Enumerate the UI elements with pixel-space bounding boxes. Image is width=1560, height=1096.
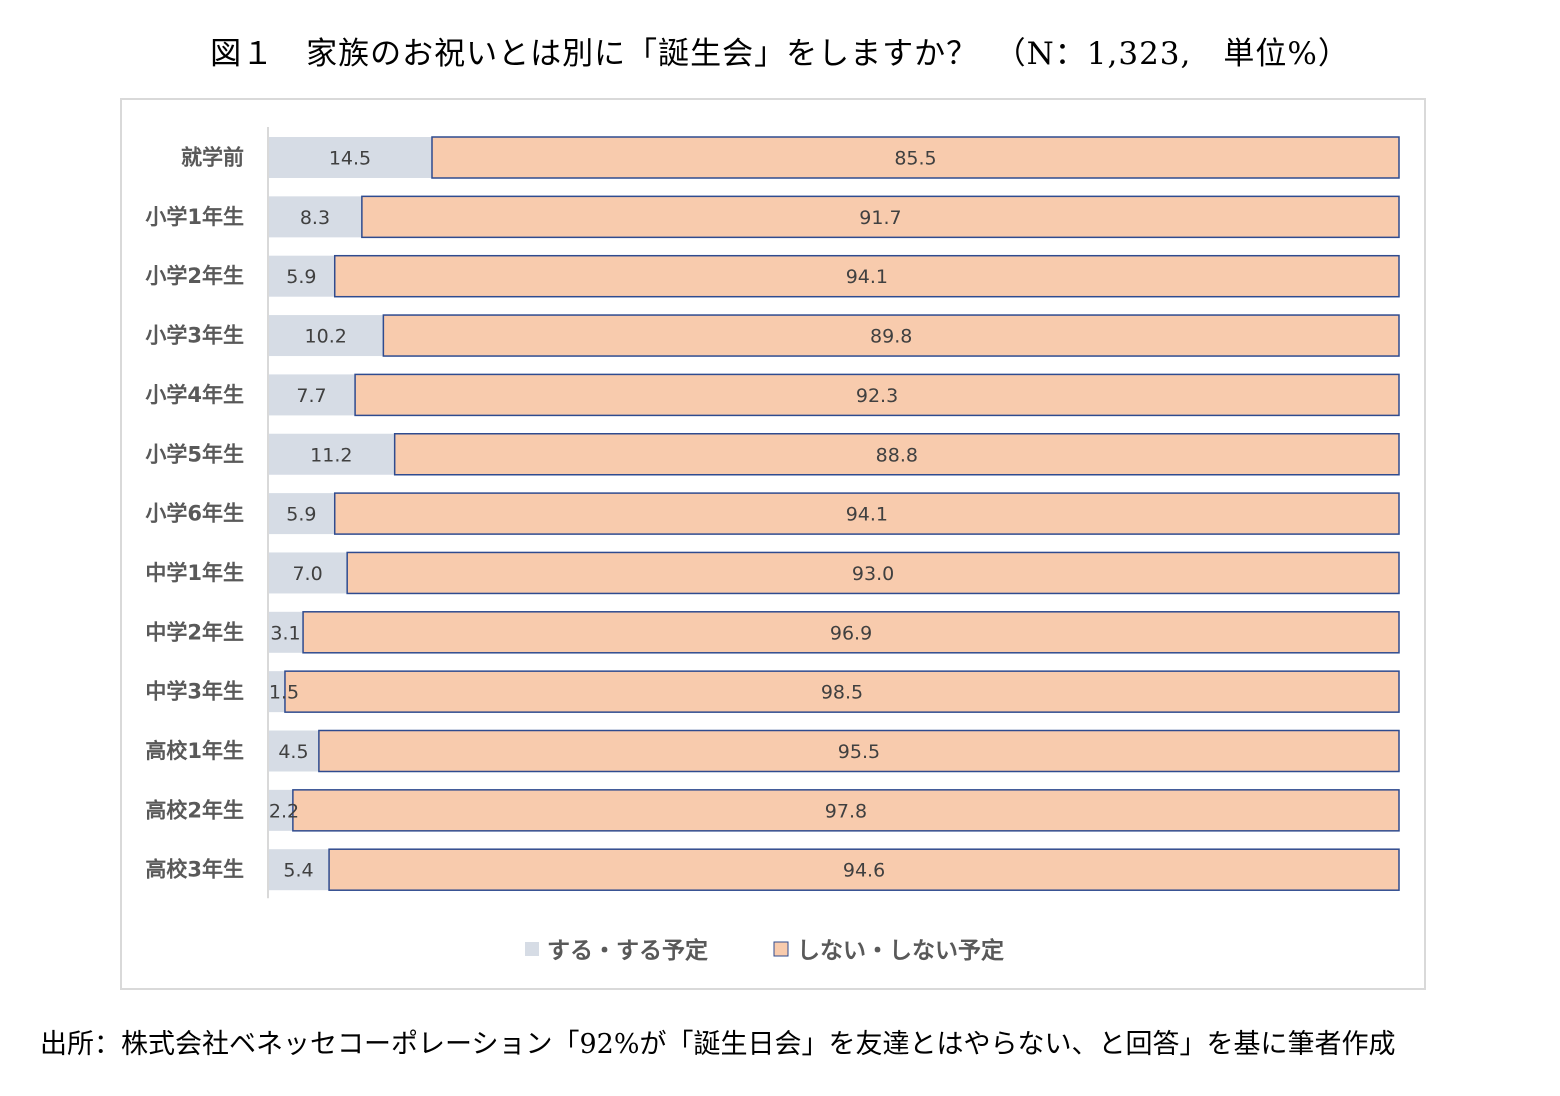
bar-segment-yes — [268, 493, 335, 535]
data-label-yes: 14.5 — [329, 148, 371, 170]
legend-label-yes: する・する予定 — [547, 937, 708, 964]
category-label: 小学1年生 — [145, 205, 244, 229]
category-label: 小学4年生 — [145, 383, 244, 407]
data-label-no: 97.8 — [825, 800, 867, 822]
data-label-no: 89.8 — [870, 326, 912, 348]
data-label-no: 96.9 — [830, 622, 872, 644]
category-label: 小学3年生 — [145, 324, 244, 348]
bar-segment-no — [354, 373, 1400, 417]
bar-segment-yes — [268, 255, 335, 297]
bar-segment-yes — [268, 730, 319, 772]
data-label-yes: 8.3 — [300, 207, 330, 229]
data-label-yes: 10.2 — [305, 326, 347, 348]
category-label: 中学2年生 — [145, 620, 244, 644]
bar-segment-no — [318, 729, 1400, 773]
data-label-no: 94.1 — [846, 266, 888, 288]
bar-segment-yes — [268, 374, 356, 416]
data-label-yes: 4.5 — [278, 741, 308, 763]
bar-segment-yes — [268, 552, 348, 594]
bar-segment-no — [333, 254, 1400, 298]
bar-segment-yes — [268, 611, 304, 653]
category-label: 小学2年生 — [145, 264, 244, 288]
data-label-yes: 5.9 — [286, 504, 316, 526]
data-label-yes: 3.1 — [270, 622, 300, 644]
bar-segment-yes — [268, 137, 432, 178]
data-label-no: 92.3 — [856, 385, 898, 407]
data-label-no: 85.5 — [894, 148, 936, 170]
data-label-no: 88.8 — [876, 444, 918, 466]
data-label-yes: 5.9 — [286, 266, 316, 288]
category-label: 高校3年生 — [145, 858, 244, 882]
bar-segment-no — [346, 551, 1400, 595]
data-label-yes: 7.7 — [296, 385, 326, 407]
data-label-no: 98.5 — [821, 682, 863, 704]
data-label-yes: 1.5 — [269, 682, 299, 704]
category-label: 小学6年生 — [145, 502, 244, 526]
data-label-yes: 5.4 — [283, 860, 313, 882]
bar-segment-no — [284, 670, 1400, 713]
data-label-yes: 11.2 — [310, 444, 352, 466]
legend-swatch-yes — [525, 942, 539, 956]
category-label: 高校2年生 — [145, 798, 244, 822]
bar-segment-yes — [268, 671, 285, 713]
bar-segment-yes — [268, 789, 293, 831]
data-label-yes: 7.0 — [292, 563, 322, 585]
bar-segment-yes — [268, 196, 362, 238]
category-label: 高校1年生 — [145, 739, 244, 763]
category-label: 中学1年生 — [145, 561, 244, 585]
bar-segment-no — [302, 611, 1400, 654]
legend-label-no: しない・しない予定 — [797, 937, 1004, 964]
category-label: 小学5年生 — [145, 442, 244, 466]
data-label-no: 95.5 — [838, 741, 880, 763]
data-label-no: 93.0 — [852, 563, 894, 585]
data-label-no: 91.7 — [859, 207, 901, 229]
chart-frame — [120, 98, 1426, 990]
category-label: 就学前 — [181, 146, 244, 170]
figure-title: 図１ 家族のお祝いとは別に「誕生会」をしますか？ （N：1,323, 単位%） — [210, 36, 1350, 72]
bar-segment-yes — [268, 433, 395, 475]
bar-segment-yes — [268, 315, 384, 357]
legend-swatch-no — [773, 941, 789, 957]
bar-segment-no — [328, 848, 1400, 891]
data-label-no: 94.1 — [846, 504, 888, 526]
source-note: 出所：株式会社ベネッセコーポレーション「92%が「誕生日会」を友達とはやらない、… — [40, 1029, 1396, 1060]
data-label-yes: 2.2 — [269, 800, 299, 822]
category-label: 中学3年生 — [145, 680, 244, 704]
bar-segment-no — [333, 492, 1400, 535]
bar-segment-no — [292, 789, 1400, 832]
bar-segment-no — [393, 433, 1400, 476]
data-label-no: 94.6 — [843, 860, 885, 882]
bar-segment-no — [361, 195, 1400, 239]
bar-segment-no — [431, 136, 1400, 179]
bar-segment-no — [382, 314, 1400, 357]
bar-segment-yes — [268, 849, 330, 891]
